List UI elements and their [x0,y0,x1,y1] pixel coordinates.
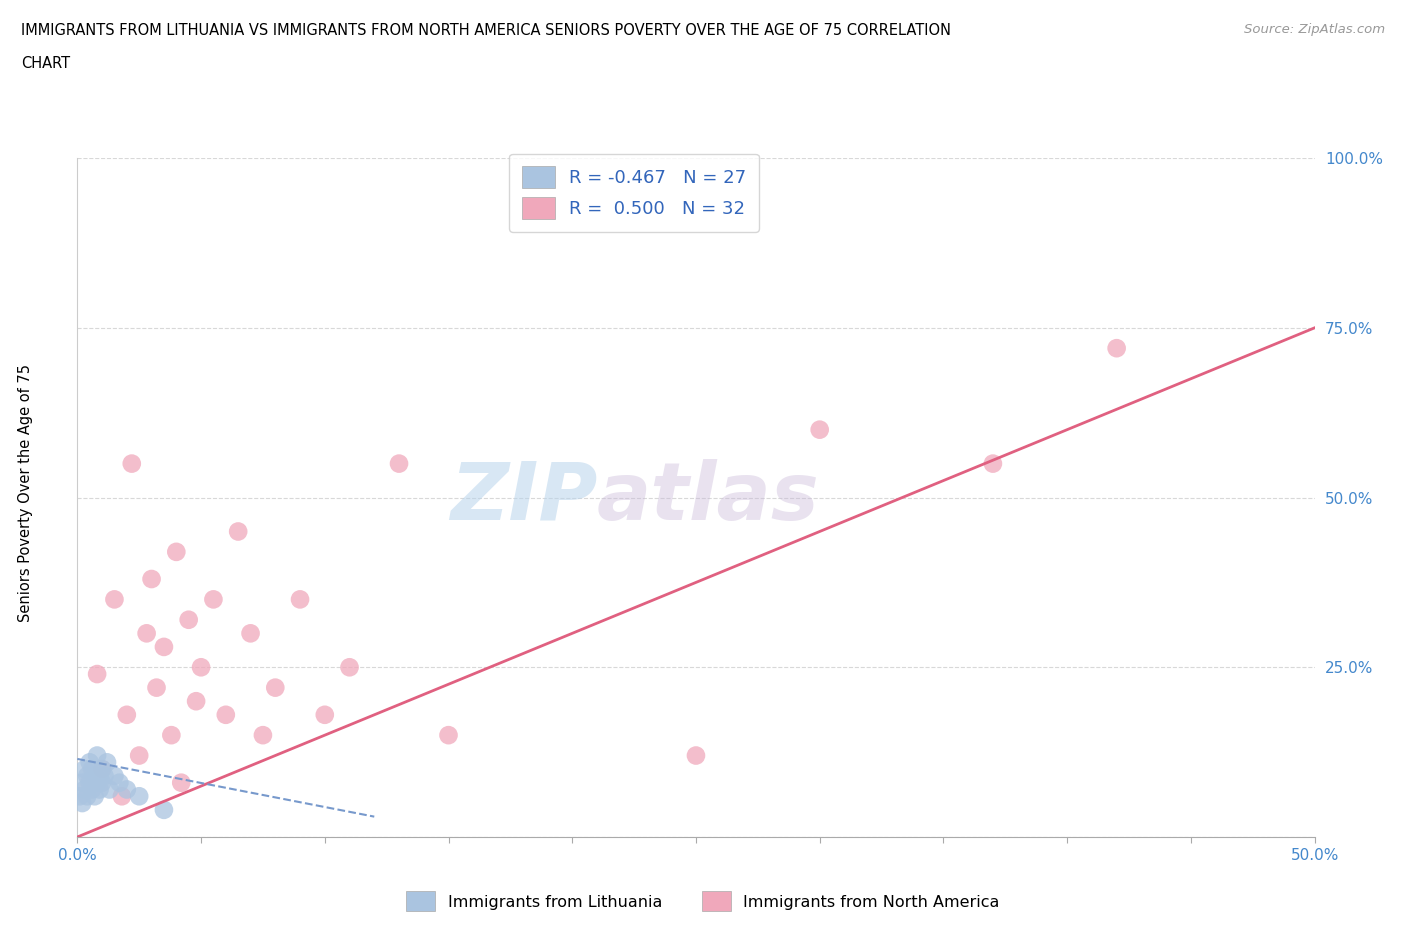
Point [226,525,249,539]
Point [83,768,105,783]
Point [288,592,311,607]
Text: atlas: atlas [598,458,820,537]
Point [79,755,101,770]
Point [239,626,262,641]
Point [145,680,167,695]
Point [153,640,176,655]
Point [86,776,108,790]
Point [202,592,225,607]
Point [111,789,134,804]
Point [89,768,111,783]
Legend: Immigrants from Lithuania, Immigrants from North America: Immigrants from Lithuania, Immigrants fr… [399,885,1007,917]
Point [388,457,411,472]
Point [437,727,460,742]
Point [128,748,150,763]
Point [91,762,114,777]
Point [86,667,108,682]
Text: Source: ZipAtlas.com: Source: ZipAtlas.com [1244,23,1385,36]
Point [76,789,98,804]
Point [685,748,707,763]
Point [103,768,125,783]
Point [108,776,131,790]
Legend: R = -0.467   N = 27, R =  0.500   N = 32: R = -0.467 N = 27, R = 0.500 N = 32 [509,153,759,232]
Point [82,762,104,777]
Point [93,768,115,783]
Point [72,796,94,811]
Text: Seniors Poverty Over the Age of 75: Seniors Poverty Over the Age of 75 [18,364,32,622]
Point [115,708,138,723]
Point [73,762,96,777]
Point [73,782,96,797]
Point [264,680,287,695]
Point [184,694,207,709]
Point [1105,340,1128,355]
Text: IMMIGRANTS FROM LITHUANIA VS IMMIGRANTS FROM NORTH AMERICA SENIORS POVERTY OVER : IMMIGRANTS FROM LITHUANIA VS IMMIGRANTS … [21,23,950,38]
Point [83,789,105,804]
Point [135,626,157,641]
Point [141,572,163,587]
Point [177,612,200,627]
Point [153,803,176,817]
Point [160,727,183,742]
Point [170,776,193,790]
Point [190,660,212,675]
Point [314,708,336,723]
Point [121,457,143,472]
Point [79,776,101,790]
Point [103,592,125,607]
Text: CHART: CHART [21,56,70,71]
Point [96,755,118,770]
Point [165,544,187,559]
Point [981,457,1004,472]
Point [91,762,114,777]
Point [86,748,108,763]
Text: ZIP: ZIP [450,458,598,537]
Point [339,660,361,675]
Point [69,789,91,804]
Point [89,782,111,797]
Point [215,708,238,723]
Point [115,782,138,797]
Point [252,727,274,742]
Point [91,776,114,790]
Point [128,789,150,804]
Point [72,776,94,790]
Point [76,768,98,783]
Point [808,422,831,437]
Point [98,782,121,797]
Point [82,782,104,797]
